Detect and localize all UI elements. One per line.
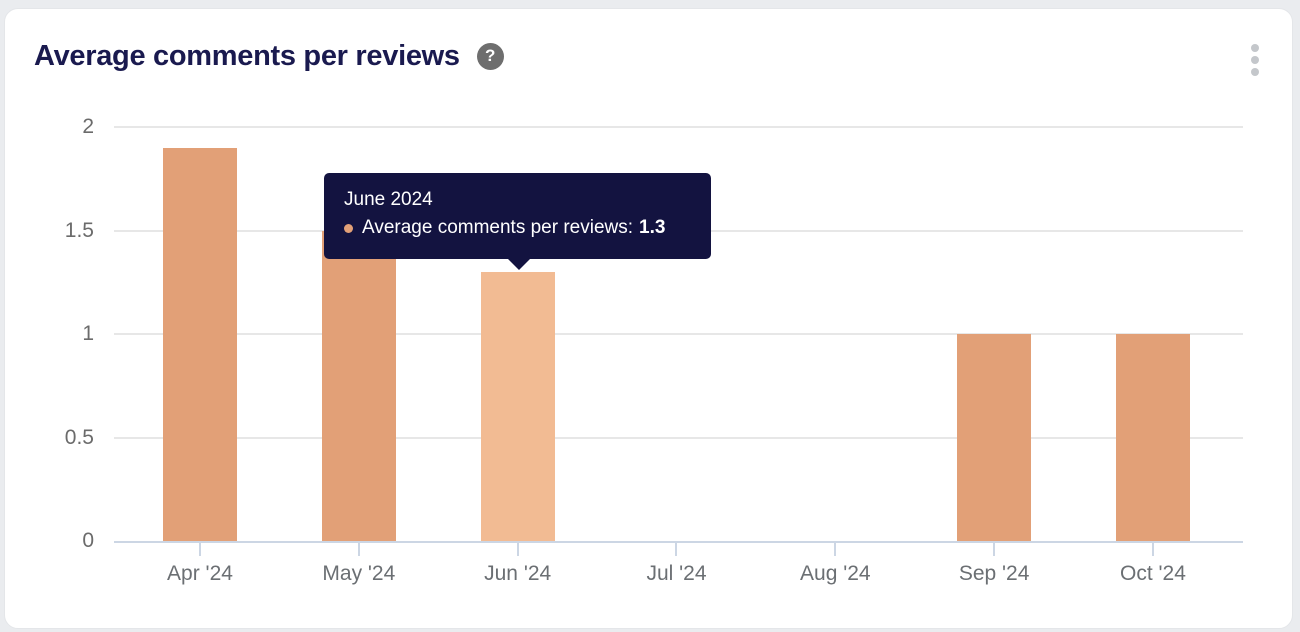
y-gridline (114, 436, 1243, 439)
x-axis-label: Aug '24 (800, 562, 871, 585)
bar-sep24[interactable] (957, 334, 1032, 541)
x-axis-tick (993, 543, 996, 556)
x-axis-tick (357, 543, 360, 556)
x-axis-tick (675, 543, 678, 556)
kebab-dot (1251, 56, 1259, 64)
series-bullet-icon (344, 223, 353, 233)
tooltip-series-label: Average comments per reviews: (362, 217, 634, 238)
x-axis-tick (516, 543, 519, 556)
x-axis-label: May '24 (322, 562, 396, 585)
y-axis-label: 0.5 (64, 425, 94, 449)
y-axis-label: 1 (82, 322, 94, 345)
bar-oct24[interactable] (1115, 334, 1190, 541)
x-axis-line (114, 541, 1243, 543)
chart-card: Average comments per reviews ? 0 0.5 1 1.5 2… (4, 8, 1293, 629)
x-axis-tick (199, 543, 201, 556)
x-axis-label: Sep '24 (958, 562, 1030, 585)
tooltip-series-row: Average comments per reviews: 1.3 (344, 217, 711, 239)
help-icon[interactable]: ? (476, 42, 504, 70)
kebab-dot (1251, 68, 1259, 76)
bar-chart-plot: 0 0.5 1 1.5 2 Apr '24 May '24 Jun '24 Jul '24 Aug… (5, 9, 1292, 628)
x-axis-label: Jul '24 (646, 562, 707, 585)
x-axis-label: Jun '24 (484, 562, 552, 585)
x-axis-label: Oct '24 (1120, 562, 1186, 585)
chart-tooltip: June 2024 Average comments per reviews: … (324, 173, 711, 270)
bar-jun24[interactable] (480, 271, 555, 541)
kebab-menu-icon[interactable] (1247, 42, 1263, 78)
tooltip-value: 1.3 (639, 217, 666, 238)
bar-may24[interactable] (321, 230, 396, 541)
y-gridline (114, 126, 1243, 128)
card-header: Average comments per reviews ? (34, 37, 1272, 75)
y-axis-label: 1.5 (64, 218, 94, 242)
kebab-dot (1251, 44, 1259, 52)
y-axis-label: 0 (82, 529, 94, 552)
bar-apr24[interactable] (163, 147, 237, 541)
x-axis-label: Apr '24 (167, 562, 233, 585)
tooltip-title: June 2024 (344, 189, 433, 210)
y-gridline (114, 333, 1243, 335)
chart-title: Average comments per reviews (34, 40, 460, 72)
x-axis-tick (834, 543, 837, 556)
x-axis-tick (1151, 543, 1154, 556)
y-axis-label: 2 (82, 115, 94, 138)
